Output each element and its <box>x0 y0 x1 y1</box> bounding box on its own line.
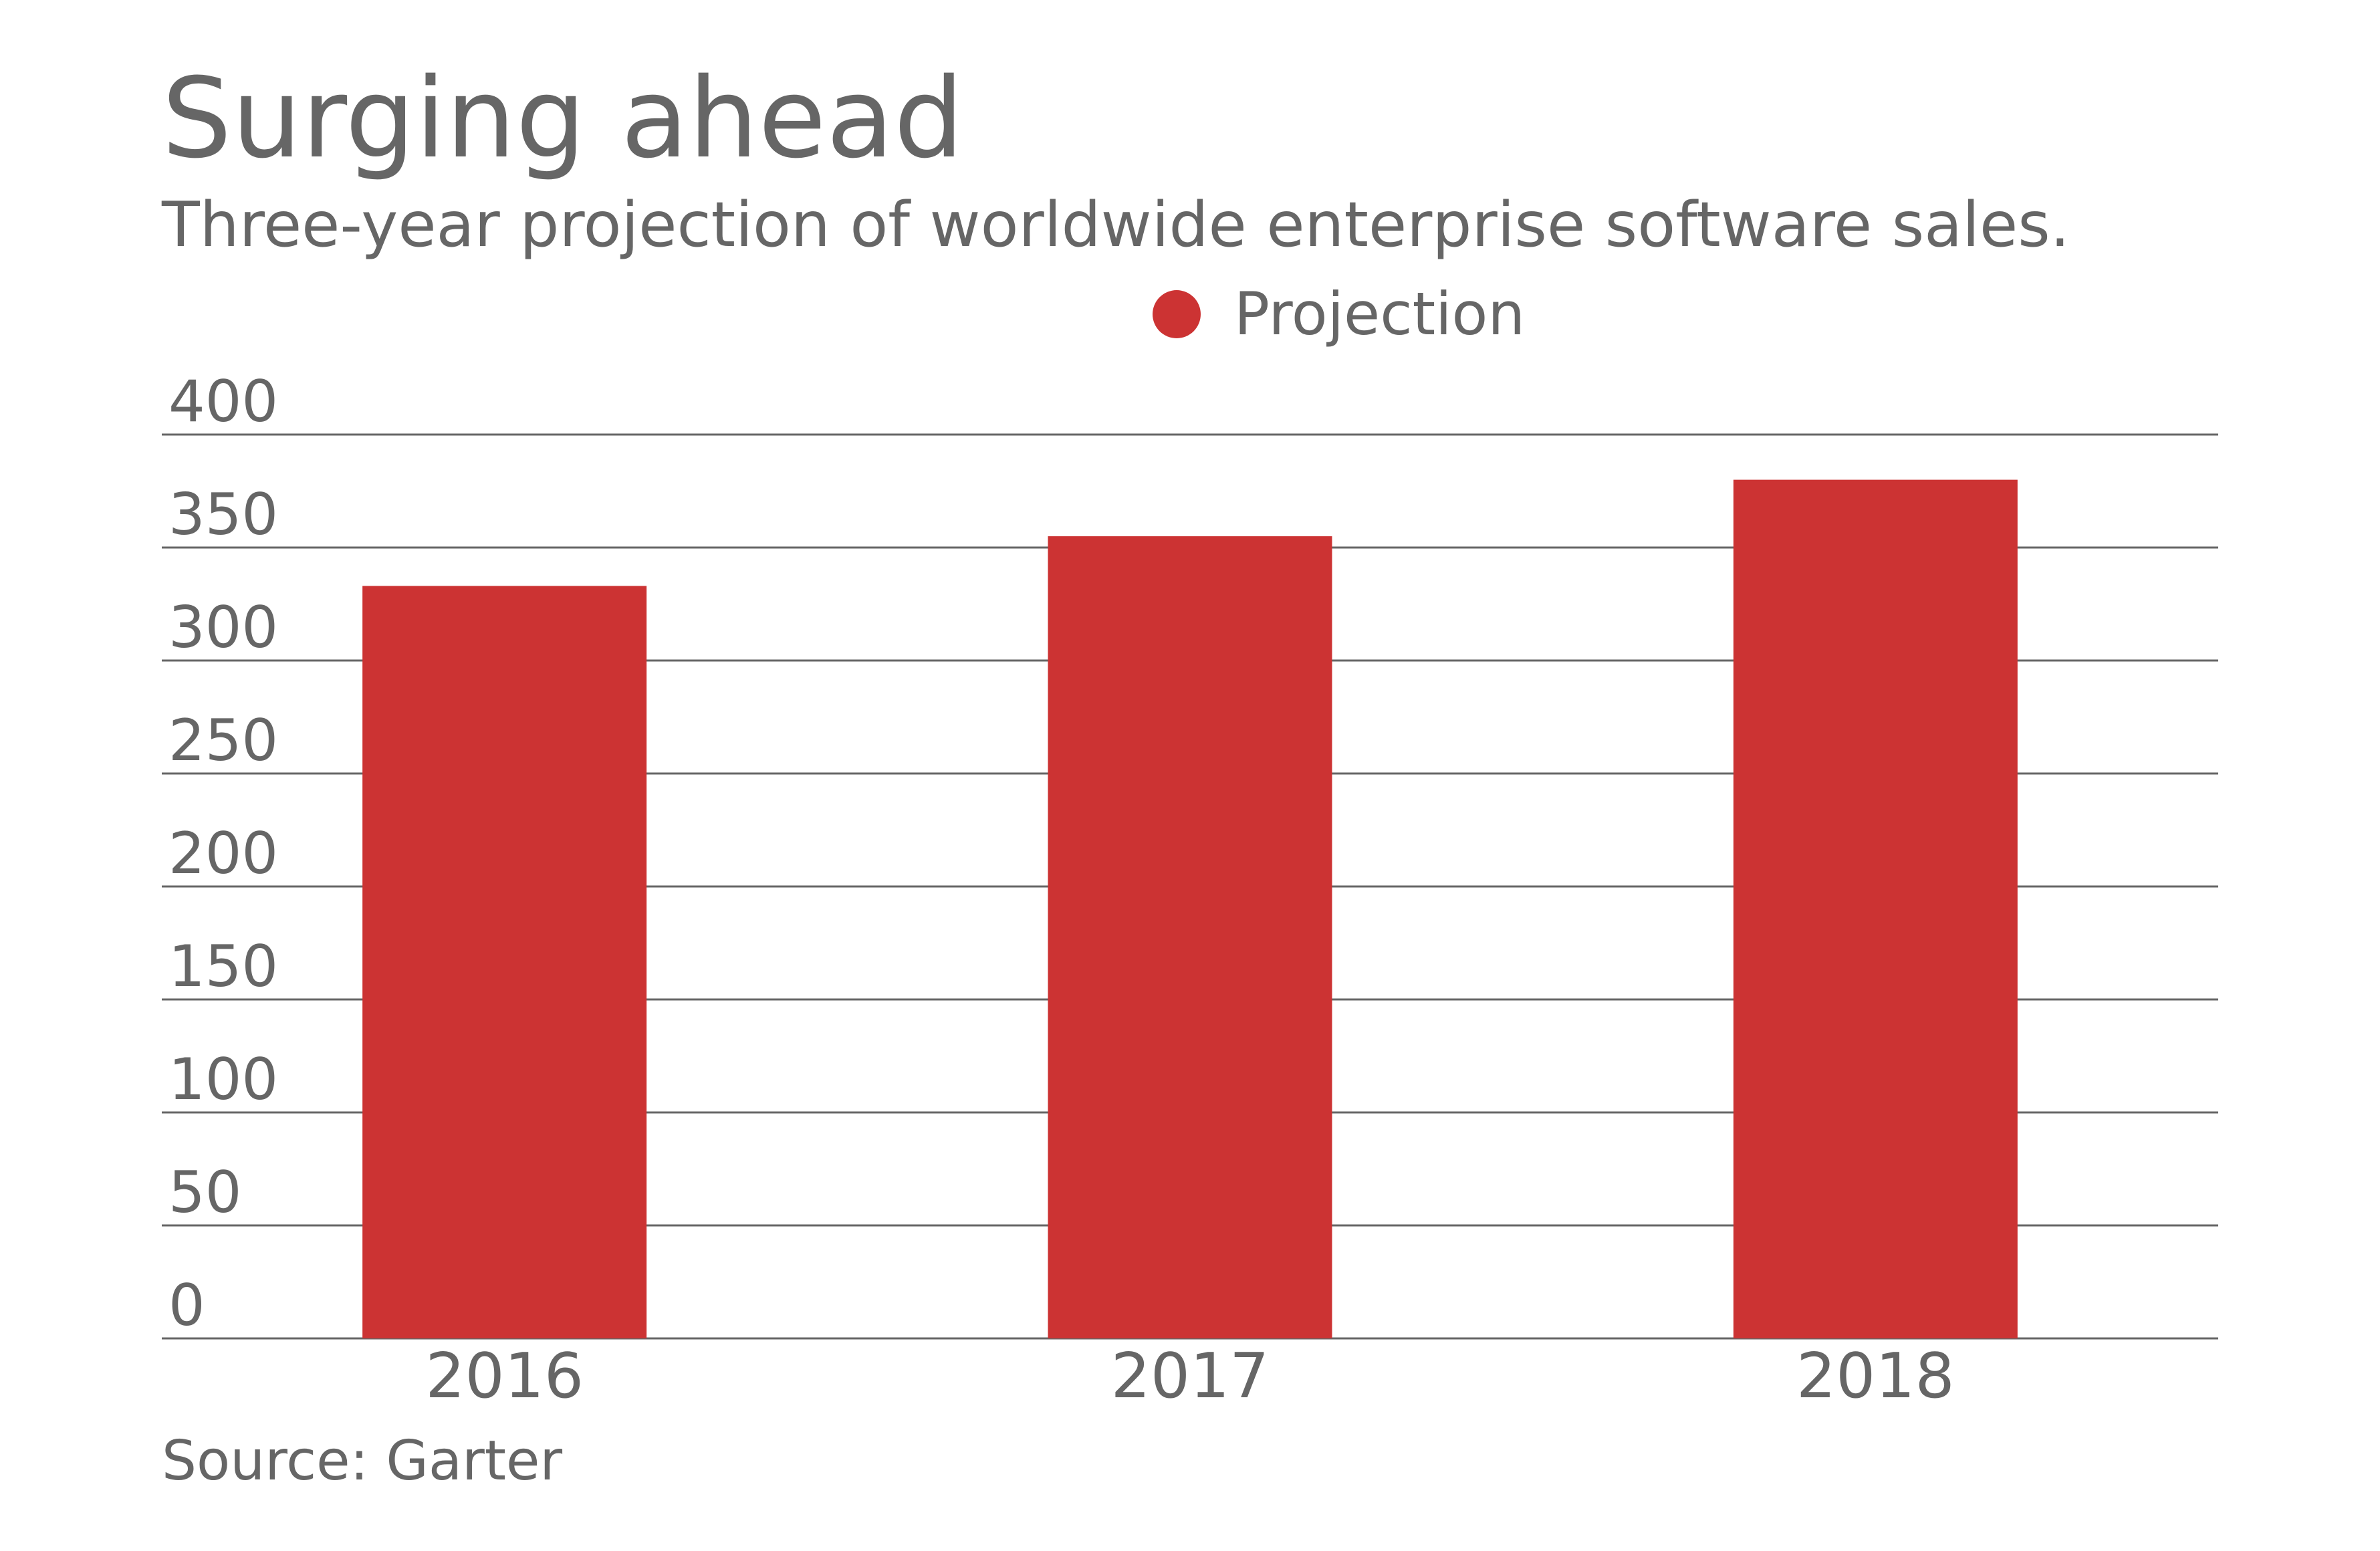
bar-2016 <box>362 586 647 1339</box>
legend-label-projection: Projection <box>1234 279 1525 348</box>
x-tick-label-2018: 2018 <box>1796 1340 1955 1412</box>
x-tick-label-2016: 2016 <box>425 1340 584 1412</box>
bar-2017 <box>1048 536 1332 1338</box>
y-tick-label-300: 300 <box>168 594 278 661</box>
y-tick-label-0: 0 <box>168 1272 205 1339</box>
chart-title: Surging ahead <box>162 54 964 183</box>
y-tick-label-50: 50 <box>168 1159 241 1226</box>
y-tick-label-350: 350 <box>168 481 278 548</box>
bar-2018 <box>1733 479 2018 1338</box>
y-tick-label-100: 100 <box>168 1046 278 1113</box>
y-axis-ticks: 0 50 100 150 200 250 300 350 400 <box>168 368 278 1339</box>
legend-marker-projection <box>1153 290 1201 338</box>
source-note: Source: Garter <box>162 1429 563 1493</box>
legend: Projection <box>1153 279 1525 348</box>
y-tick-label-400: 400 <box>168 368 278 435</box>
x-axis-ticks: 2016 2017 2018 <box>425 1340 1954 1412</box>
x-tick-label-2017: 2017 <box>1111 1340 1270 1412</box>
y-tick-label-150: 150 <box>168 933 278 1000</box>
chart-subtitle: Three-year projection of worldwide enter… <box>162 189 2070 261</box>
y-tick-label-200: 200 <box>168 820 278 887</box>
y-tick-label-250: 250 <box>168 707 278 774</box>
bars <box>362 479 2018 1339</box>
